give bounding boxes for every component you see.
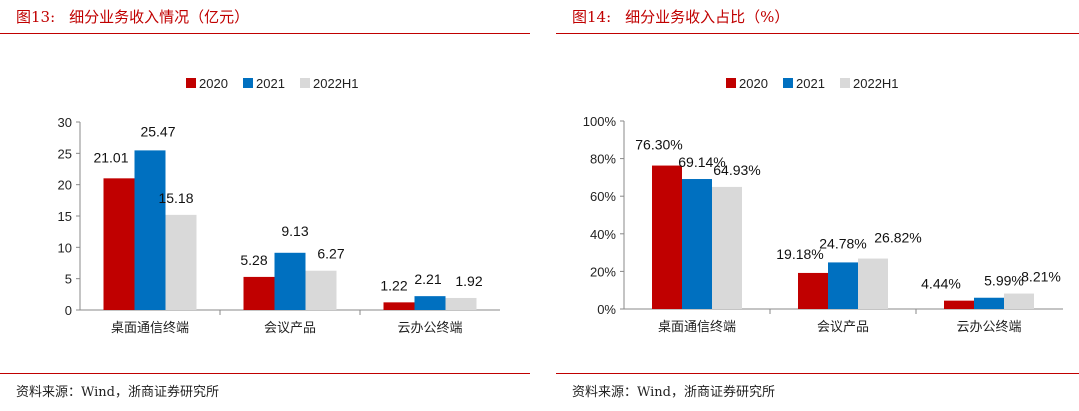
bar-2020-0 <box>103 178 135 310</box>
data-label-2020-0: 21.01 <box>93 149 128 165</box>
bar-2022H1-0 <box>165 214 197 310</box>
x-tick-label: 会议产品 <box>264 320 316 335</box>
left-top-rule <box>0 33 530 34</box>
data-label-2022H1-0: 15.18 <box>158 190 193 206</box>
legend-label-2021: 2021 <box>256 76 285 91</box>
legend-swatch-2022H1 <box>840 78 850 88</box>
y-tick-label: 5 <box>65 272 72 287</box>
data-label-2021-0: 25.47 <box>140 123 175 139</box>
legend-label-2022H1: 2022H1 <box>313 76 359 91</box>
right-figure-panel: 图14: 细分业务收入占比（%） 2020 2021 2022H1 0% 20% 40% 60… <box>556 0 1079 411</box>
data-label-2020-2: 4.44% <box>921 276 961 292</box>
right-figure-caption: 细分业务收入占比（%） <box>625 8 790 26</box>
y-tick-label: 80% <box>590 152 616 167</box>
legend-swatch-2021 <box>243 78 253 88</box>
legend-label-2020: 2020 <box>199 76 228 91</box>
bar-2021-0 <box>134 150 166 310</box>
data-label-2022H1-1: 6.27 <box>317 246 344 262</box>
y-tick-label: 30 <box>58 115 72 130</box>
bar-2022H1-0 <box>712 186 742 309</box>
bar-2020-2 <box>383 302 415 310</box>
right-source-note: 资料来源：Wind，浙商证券研究所 <box>572 385 775 400</box>
right-top-rule <box>556 33 1079 34</box>
bar-2020-1 <box>798 272 828 309</box>
x-tick-label: 云办公终端 <box>956 319 1021 334</box>
data-label-2022H1-0: 64.93% <box>713 162 760 178</box>
bar-2021-1 <box>828 262 858 309</box>
data-label-2020-0: 76.30% <box>635 137 682 153</box>
y-tick-label: 20 <box>58 178 72 193</box>
left-bar-chart: 2020 2021 2022H1 0 5 10 15 20 25 30 桌面通信终端 21.01 25.… <box>58 76 500 335</box>
y-tick-label: 0% <box>597 302 616 317</box>
left-figure-panel: 图13: 细分业务收入情况（亿元） 2020 2021 2022H1 0 5 10 15 20 2… <box>0 0 530 411</box>
legend-swatch-2020 <box>726 78 736 88</box>
bar-2021-1 <box>274 252 306 310</box>
x-tick-label: 桌面通信终端 <box>111 320 189 335</box>
y-tick-label: 100% <box>583 114 617 129</box>
bar-2020-2 <box>944 300 974 309</box>
right-figure-number: 图14: <box>572 8 612 26</box>
bar-2020-0 <box>652 165 682 309</box>
y-tick-label: 20% <box>590 264 616 279</box>
data-label-2022H1-2: 8.21% <box>1021 269 1061 285</box>
right-bottom-rule <box>556 373 1079 374</box>
data-label-2020-1: 19.18% <box>776 246 823 262</box>
left-bottom-rule <box>0 373 530 374</box>
y-tick-label: 15 <box>58 209 72 224</box>
x-tick-label: 桌面通信终端 <box>658 319 736 334</box>
data-label-2021-1: 9.13 <box>281 223 308 239</box>
bar-2020-1 <box>243 276 275 310</box>
bar-2021-0 <box>682 179 712 309</box>
bar-2021-2 <box>414 296 446 310</box>
data-label-2021-1: 24.78% <box>819 235 866 251</box>
legend-swatch-2020 <box>186 78 196 88</box>
data-label-2020-1: 5.28 <box>240 252 267 268</box>
legend-label-2020: 2020 <box>739 76 768 91</box>
left-source-note: 资料来源：Wind，浙商证券研究所 <box>16 385 219 400</box>
left-figure-caption: 细分业务收入情况（亿元） <box>69 8 250 26</box>
legend-swatch-2021 <box>783 78 793 88</box>
x-tick-label: 会议产品 <box>817 319 869 334</box>
data-label-2021-2: 2.21 <box>414 271 441 287</box>
data-label-2022H1-1: 26.82% <box>874 230 921 246</box>
bar-2022H1-1 <box>858 258 888 309</box>
y-tick-label: 25 <box>58 146 72 161</box>
data-label-2021-0: 69.14% <box>678 154 725 170</box>
data-label-2020-2: 1.22 <box>380 277 407 293</box>
y-tick-label: 0 <box>65 303 72 318</box>
bar-2021-2 <box>974 297 1004 309</box>
data-label-2021-2: 5.99% <box>984 273 1024 289</box>
y-tick-label: 40% <box>590 227 616 242</box>
bar-2022H1-2 <box>1004 293 1034 309</box>
x-tick-label: 云办公终端 <box>397 320 462 335</box>
legend-label-2022H1: 2022H1 <box>853 76 899 91</box>
left-figure-title: 图13: 细分业务收入情况（亿元） <box>16 6 249 27</box>
y-tick-label: 10 <box>58 240 72 255</box>
bar-2022H1-1 <box>305 270 337 310</box>
right-figure-title: 图14: 细分业务收入占比（%） <box>572 6 789 27</box>
y-tick-label: 60% <box>590 189 616 204</box>
legend-swatch-2022H1 <box>300 78 310 88</box>
data-label-2022H1-2: 1.92 <box>455 273 482 289</box>
right-bar-chart: 2020 2021 2022H1 0% 20% 40% 60% 80% 100% 桌面通信终端 76… <box>583 76 1063 334</box>
legend-label-2021: 2021 <box>796 76 825 91</box>
left-figure-number: 图13: <box>16 8 56 26</box>
bar-2022H1-2 <box>445 297 477 310</box>
